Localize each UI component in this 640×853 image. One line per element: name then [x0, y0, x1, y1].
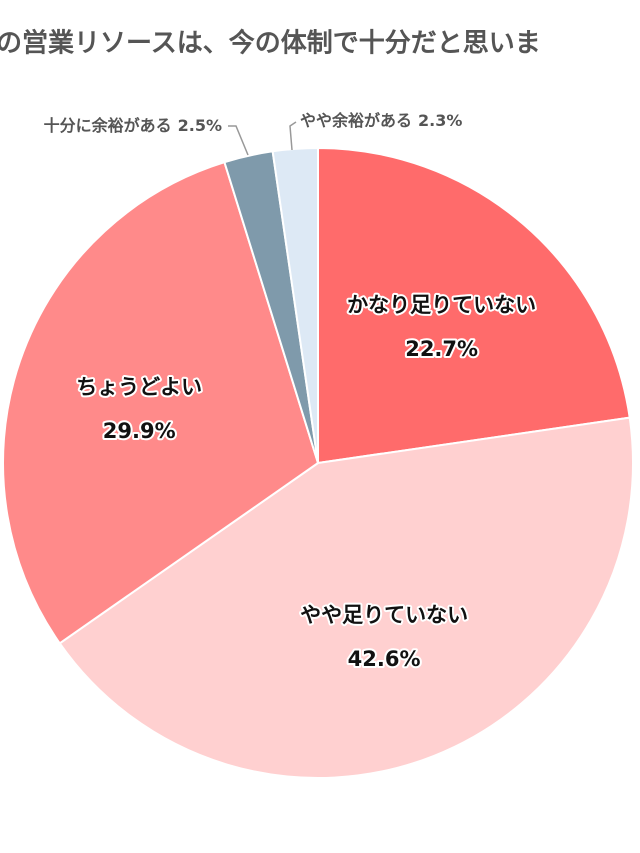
pie-slice — [2, 160, 320, 645]
leader-line — [228, 125, 249, 156]
pie-slice — [58, 416, 634, 779]
slice-label: 十分に余裕がある 2.5% — [44, 116, 222, 135]
slice-label-name: やや余裕がある — [300, 111, 412, 130]
slice-value: 42.6% — [348, 647, 421, 671]
slice-label: やや余裕がある 2.3% — [300, 111, 462, 130]
slice-value: 22.7% — [405, 337, 478, 361]
slice-label: やや足りていない — [300, 603, 468, 627]
pie-slice — [271, 146, 319, 464]
slice-label-name: 十分に余裕がある — [44, 116, 172, 135]
slice-value: 29.9% — [103, 419, 176, 443]
slice-label-value: 2.3% — [418, 111, 462, 130]
chart-title: の営業リソースは、今の体制で十分だと思いま — [0, 28, 541, 59]
slice-label: かなり足りていない — [347, 293, 536, 317]
pie-slice — [317, 146, 631, 465]
leader-line — [289, 121, 297, 151]
slice-label: ちょうどよい — [76, 375, 202, 399]
slice-label-value: 2.5% — [178, 116, 222, 135]
